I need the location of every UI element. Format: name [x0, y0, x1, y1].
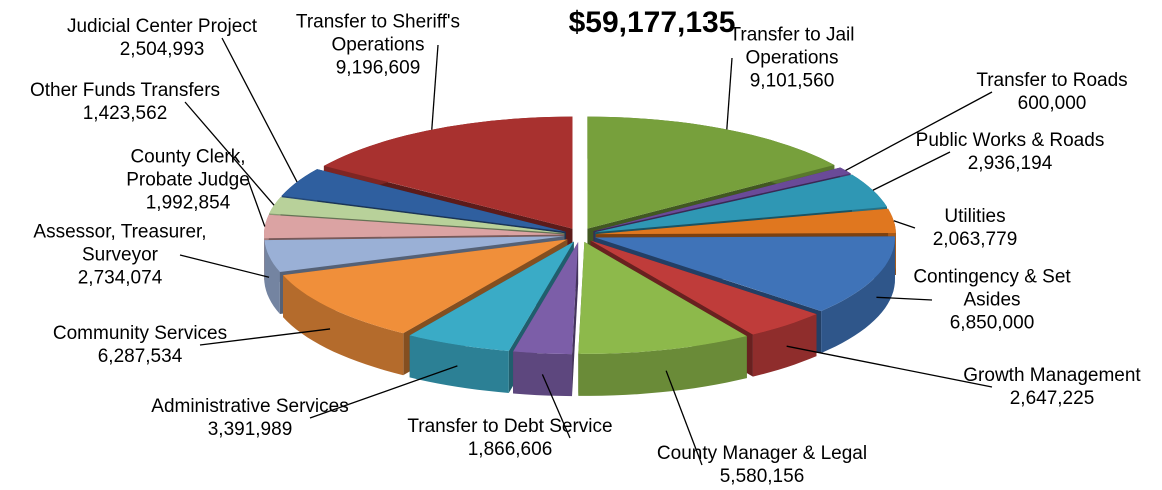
category-label: Administrative Services: [151, 396, 349, 417]
value-label: 9,101,560: [749, 70, 835, 92]
slice-label: Judicial Center Project 2,504,993: [12, 15, 312, 61]
category-label: County Manager & Legal: [656, 443, 868, 464]
category-label: Growth Management: [963, 365, 1141, 386]
leader-line: [872, 151, 951, 191]
slice-label: Transfer to Debt Service 1,866,606: [360, 415, 660, 461]
slice-label: Assessor, Treasurer, Surveyor 2,734,074: [10, 221, 230, 290]
category-label: Transfer to Roads: [976, 70, 1128, 91]
slice: [264, 214, 565, 239]
category-label: Other Funds Transfers: [29, 80, 221, 101]
slice: [264, 236, 565, 272]
slice: [578, 241, 747, 354]
value-label: 6,287,534: [97, 346, 183, 367]
slice: [587, 116, 835, 229]
value-label: 2,734,074: [77, 267, 163, 289]
chart-title: $59,177,135: [568, 6, 736, 39]
slice: [594, 174, 887, 233]
value-label: 6,850,000: [949, 312, 1035, 334]
value-label: 2,647,225: [1009, 388, 1095, 409]
slice: [283, 239, 568, 334]
category-label: Transfer to Sheriff's Operations: [295, 11, 461, 56]
value-label: 2,063,779: [932, 229, 1018, 250]
leader-line: [665, 370, 703, 466]
value-label: 2,504,993: [119, 39, 205, 60]
value-label: 9,196,609: [335, 57, 421, 79]
slice-rim: [264, 240, 280, 314]
slice-rim: [409, 335, 509, 393]
slice-label: Community Services 6,287,534: [0, 322, 290, 368]
category-label: Transfer to Jail Operations: [729, 24, 855, 69]
leader-line: [184, 101, 275, 206]
leader-line: [247, 179, 266, 227]
category-label: Transfer to Debt Service: [407, 416, 613, 437]
slice-label: Transfer to Sheriff's Operations 9,196,60…: [293, 11, 463, 80]
value-label: 5,580,156: [719, 466, 805, 487]
slice-label: Public Works & Roads 2,936,194: [860, 129, 1160, 175]
slice-label: Contingency & Set Asides 6,850,000: [912, 266, 1072, 335]
slice-rim: [283, 275, 404, 376]
slice-rim: [513, 351, 572, 397]
slice: [595, 236, 895, 312]
leader-line: [221, 37, 298, 183]
slice: [281, 169, 566, 232]
leader-line: [786, 345, 993, 388]
category-label: Contingency & Set Asides: [913, 266, 1071, 311]
slice-label: County Manager & Legal 5,580,156: [612, 442, 912, 488]
category-label: Community Services: [52, 323, 228, 344]
category-label: County Clerk, Probate Judge: [126, 146, 250, 191]
slice: [593, 167, 851, 232]
value-label: 1,866,606: [467, 439, 553, 460]
slice-label: Transfer to Roads 600,000: [902, 69, 1162, 115]
leader-line: [431, 44, 439, 130]
category-label: Judicial Center Project: [66, 16, 258, 37]
slice-label: Utilities 2,063,779: [825, 205, 1125, 251]
slice: [590, 240, 817, 335]
slice: [409, 241, 574, 351]
value-label: 1,992,854: [145, 192, 231, 214]
leader-line: [199, 328, 331, 346]
slice: [323, 116, 573, 229]
category-label: Utilities: [944, 206, 1006, 227]
slice-rim: [821, 236, 895, 354]
slice-label: County Clerk, Probate Judge 1,992,854: [103, 146, 273, 215]
slice: [269, 197, 565, 234]
leader-line: [541, 374, 571, 439]
slice: [513, 242, 579, 355]
leader-line: [845, 91, 993, 171]
value-label: 2,936,194: [967, 153, 1053, 174]
slice-label: Growth Management 2,647,225: [902, 364, 1162, 410]
leader-line: [893, 220, 916, 229]
leader-line: [179, 254, 270, 278]
category-label: Assessor, Treasurer, Surveyor: [33, 221, 207, 266]
value-label: 3,391,989: [207, 419, 293, 440]
leader-line: [309, 365, 458, 419]
leader-line: [876, 296, 933, 301]
slice-rim: [752, 314, 817, 377]
slice-label: Administrative Services 3,391,989: [100, 395, 400, 441]
slice-rim: [578, 336, 747, 396]
value-label: 600,000: [1017, 93, 1087, 114]
leader-line: [726, 57, 733, 130]
slice: [595, 208, 896, 235]
value-label: 1,423,562: [82, 103, 168, 124]
slice-label: Transfer to Jail Operations 9,101,560: [707, 24, 877, 93]
slice-label: Other Funds Transfers 1,423,562: [0, 79, 275, 125]
category-label: Public Works & Roads: [915, 130, 1105, 151]
